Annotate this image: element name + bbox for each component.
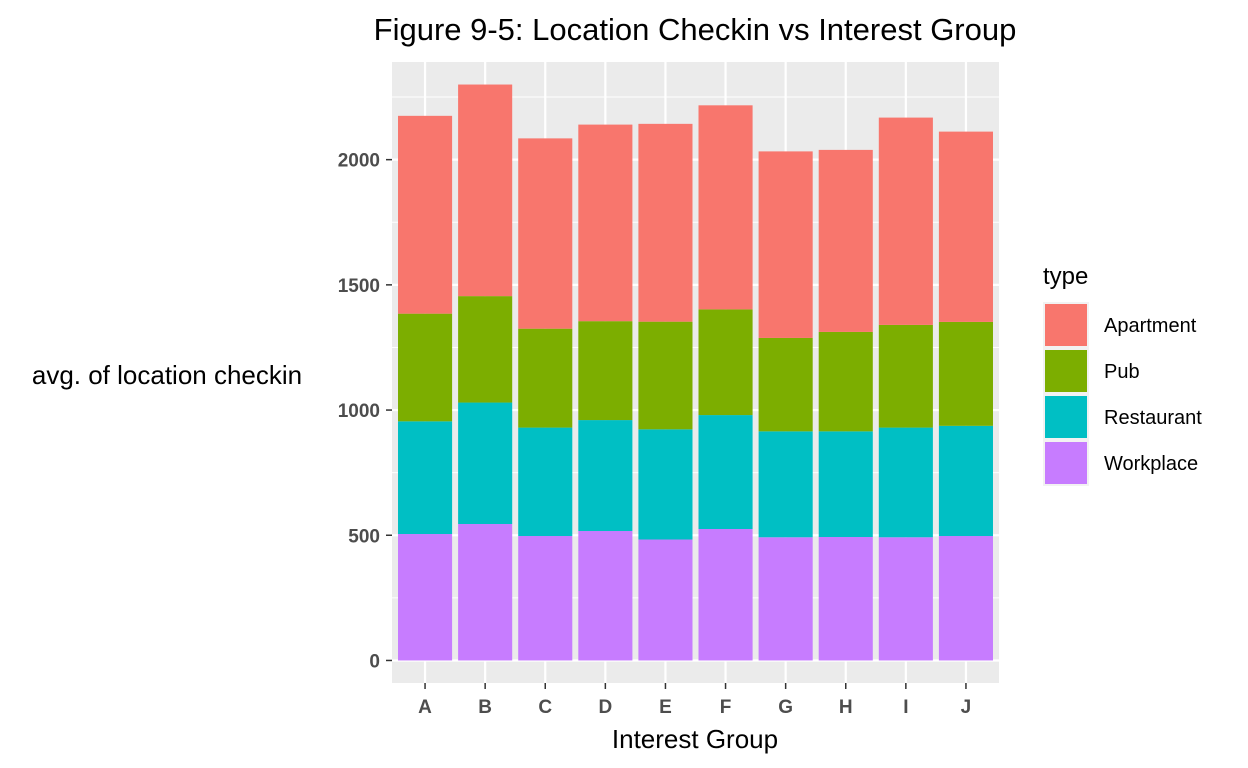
bar-D-restaurant — [578, 420, 633, 532]
bar-I-restaurant — [878, 427, 933, 538]
bar-G-pub — [758, 337, 813, 432]
legend-swatch-pub — [1045, 350, 1087, 392]
bar-E-restaurant — [638, 429, 693, 540]
bar-G-restaurant — [758, 431, 813, 538]
bar-J-workplace — [938, 536, 993, 661]
legend: Apartment Pub Restaurant Workplace — [1043, 302, 1202, 486]
bar-A-pub — [398, 313, 453, 422]
bar-G-apartment — [758, 151, 813, 338]
bar-B-pub — [458, 296, 513, 403]
bar-F-workplace — [698, 529, 753, 661]
legend-label-apartment: Apartment — [1104, 315, 1197, 337]
bar-D-pub — [578, 321, 633, 421]
legend-label-restaurant: Restaurant — [1104, 407, 1202, 429]
x-tick-label: B — [478, 697, 492, 718]
y-tick-label: 0 — [369, 651, 380, 672]
x-tick-label: D — [598, 697, 612, 718]
bar-F-pub — [698, 309, 753, 416]
bar-A-restaurant — [398, 421, 453, 535]
bar-H-restaurant — [818, 431, 873, 538]
x-tick-label: H — [839, 697, 853, 718]
bar-J-pub — [938, 321, 993, 426]
bar-I-apartment — [878, 117, 933, 325]
legend-swatch-workplace — [1045, 442, 1087, 484]
y-axis-title: avg. of location checkin — [32, 360, 302, 390]
bar-D-apartment — [578, 124, 633, 322]
bar-C-restaurant — [518, 427, 573, 537]
bar-F-apartment — [698, 105, 753, 310]
bar-H-pub — [818, 331, 873, 432]
bar-G-workplace — [758, 537, 813, 661]
legend-swatch-apartment — [1045, 304, 1087, 346]
bar-A-workplace — [398, 534, 453, 661]
x-tick-label: G — [778, 697, 793, 718]
bar-J-apartment — [938, 131, 993, 322]
bar-B-apartment — [458, 84, 513, 297]
chart-title: Figure 9-5: Location Checkin vs Interest… — [374, 12, 1017, 47]
bar-C-workplace — [518, 536, 573, 661]
y-tick-label: 1500 — [338, 276, 380, 297]
axes-layer: 0 500 1000 1500 2000 A B C D E F G H I J — [338, 151, 972, 718]
bar-H-apartment — [818, 149, 873, 332]
bar-C-apartment — [518, 138, 573, 329]
x-axis-title: Interest Group — [612, 724, 778, 754]
x-tick-label: I — [903, 697, 908, 718]
bars-layer — [398, 84, 993, 661]
bar-D-workplace — [578, 531, 633, 661]
x-tick-label: A — [418, 697, 432, 718]
bar-J-restaurant — [938, 425, 993, 537]
bar-E-pub — [638, 321, 693, 430]
bar-B-restaurant — [458, 402, 513, 524]
y-tick-label: 1000 — [338, 401, 380, 422]
bar-A-apartment — [398, 115, 453, 314]
bar-I-pub — [878, 324, 933, 428]
legend-label-workplace: Workplace — [1104, 453, 1198, 475]
x-tick-label: C — [538, 697, 552, 718]
x-tick-label: J — [961, 697, 972, 718]
y-tick-label: 500 — [348, 526, 380, 547]
bar-F-restaurant — [698, 415, 753, 530]
legend-swatch-restaurant — [1045, 396, 1087, 438]
legend-label-pub: Pub — [1104, 361, 1140, 383]
bar-I-workplace — [878, 537, 933, 661]
y-tick-label: 2000 — [338, 151, 380, 172]
x-tick-label: F — [720, 697, 732, 718]
legend-title: type — [1043, 263, 1088, 290]
bar-E-workplace — [638, 539, 693, 661]
bar-B-workplace — [458, 523, 513, 661]
bar-C-pub — [518, 328, 573, 428]
bar-H-workplace — [818, 537, 873, 661]
bar-E-apartment — [638, 123, 693, 322]
x-tick-label: E — [659, 697, 672, 718]
